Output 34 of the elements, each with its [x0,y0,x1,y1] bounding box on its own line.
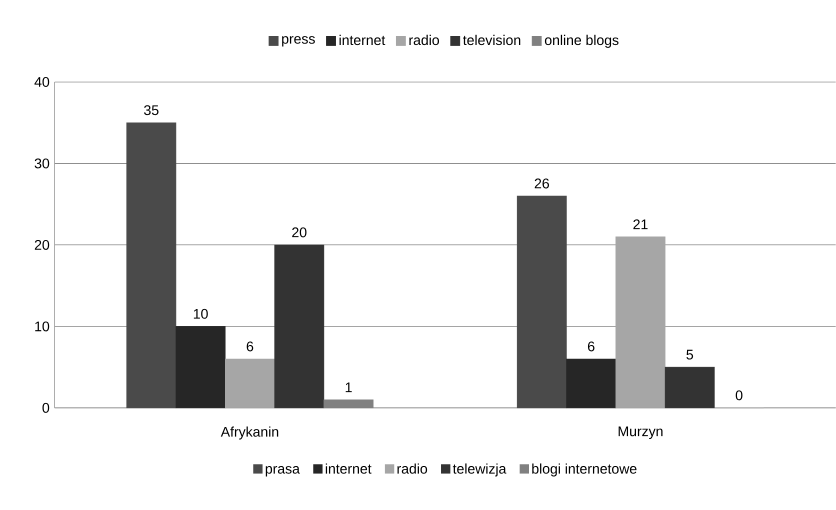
data-label: 6 [246,342,254,352]
y-tick-label: 40 [34,77,50,88]
bar [324,400,374,408]
y-tick-label: 0 [42,402,50,413]
x-tick-label: Murzyn [618,426,662,440]
data-label: 1 [346,382,352,392]
text: radio [397,464,428,474]
text: internet [326,464,372,474]
bar [566,358,616,408]
legend-label: internet [340,34,386,46]
y-tick-label: 10 [35,322,50,332]
bar [224,358,275,408]
y-tick-label: 30 [34,158,50,168]
bar [664,366,715,408]
y-tick-label: 20 [34,240,50,250]
data-label: 6 [588,342,594,352]
legend-label: online blogs [544,34,618,48]
bar [176,326,226,408]
data-label: 10 [194,308,208,319]
text: telewizja [452,464,506,477]
legend-label: press [282,36,315,47]
text: blogi internetowe [532,464,636,477]
data-label: 35 [144,105,158,116]
text: prasa [266,466,300,477]
data-label: 21 [633,219,648,230]
bar [616,236,666,408]
data-label: 26 [534,178,549,189]
data-label: 20 [292,228,306,238]
data-label: 5 [686,350,694,360]
legend-label: radio [409,34,440,46]
legend-label: television [463,34,520,46]
data-label: 0 [736,390,742,400]
bar [274,244,324,408]
x-tick-label: Afrykanin [220,426,278,440]
